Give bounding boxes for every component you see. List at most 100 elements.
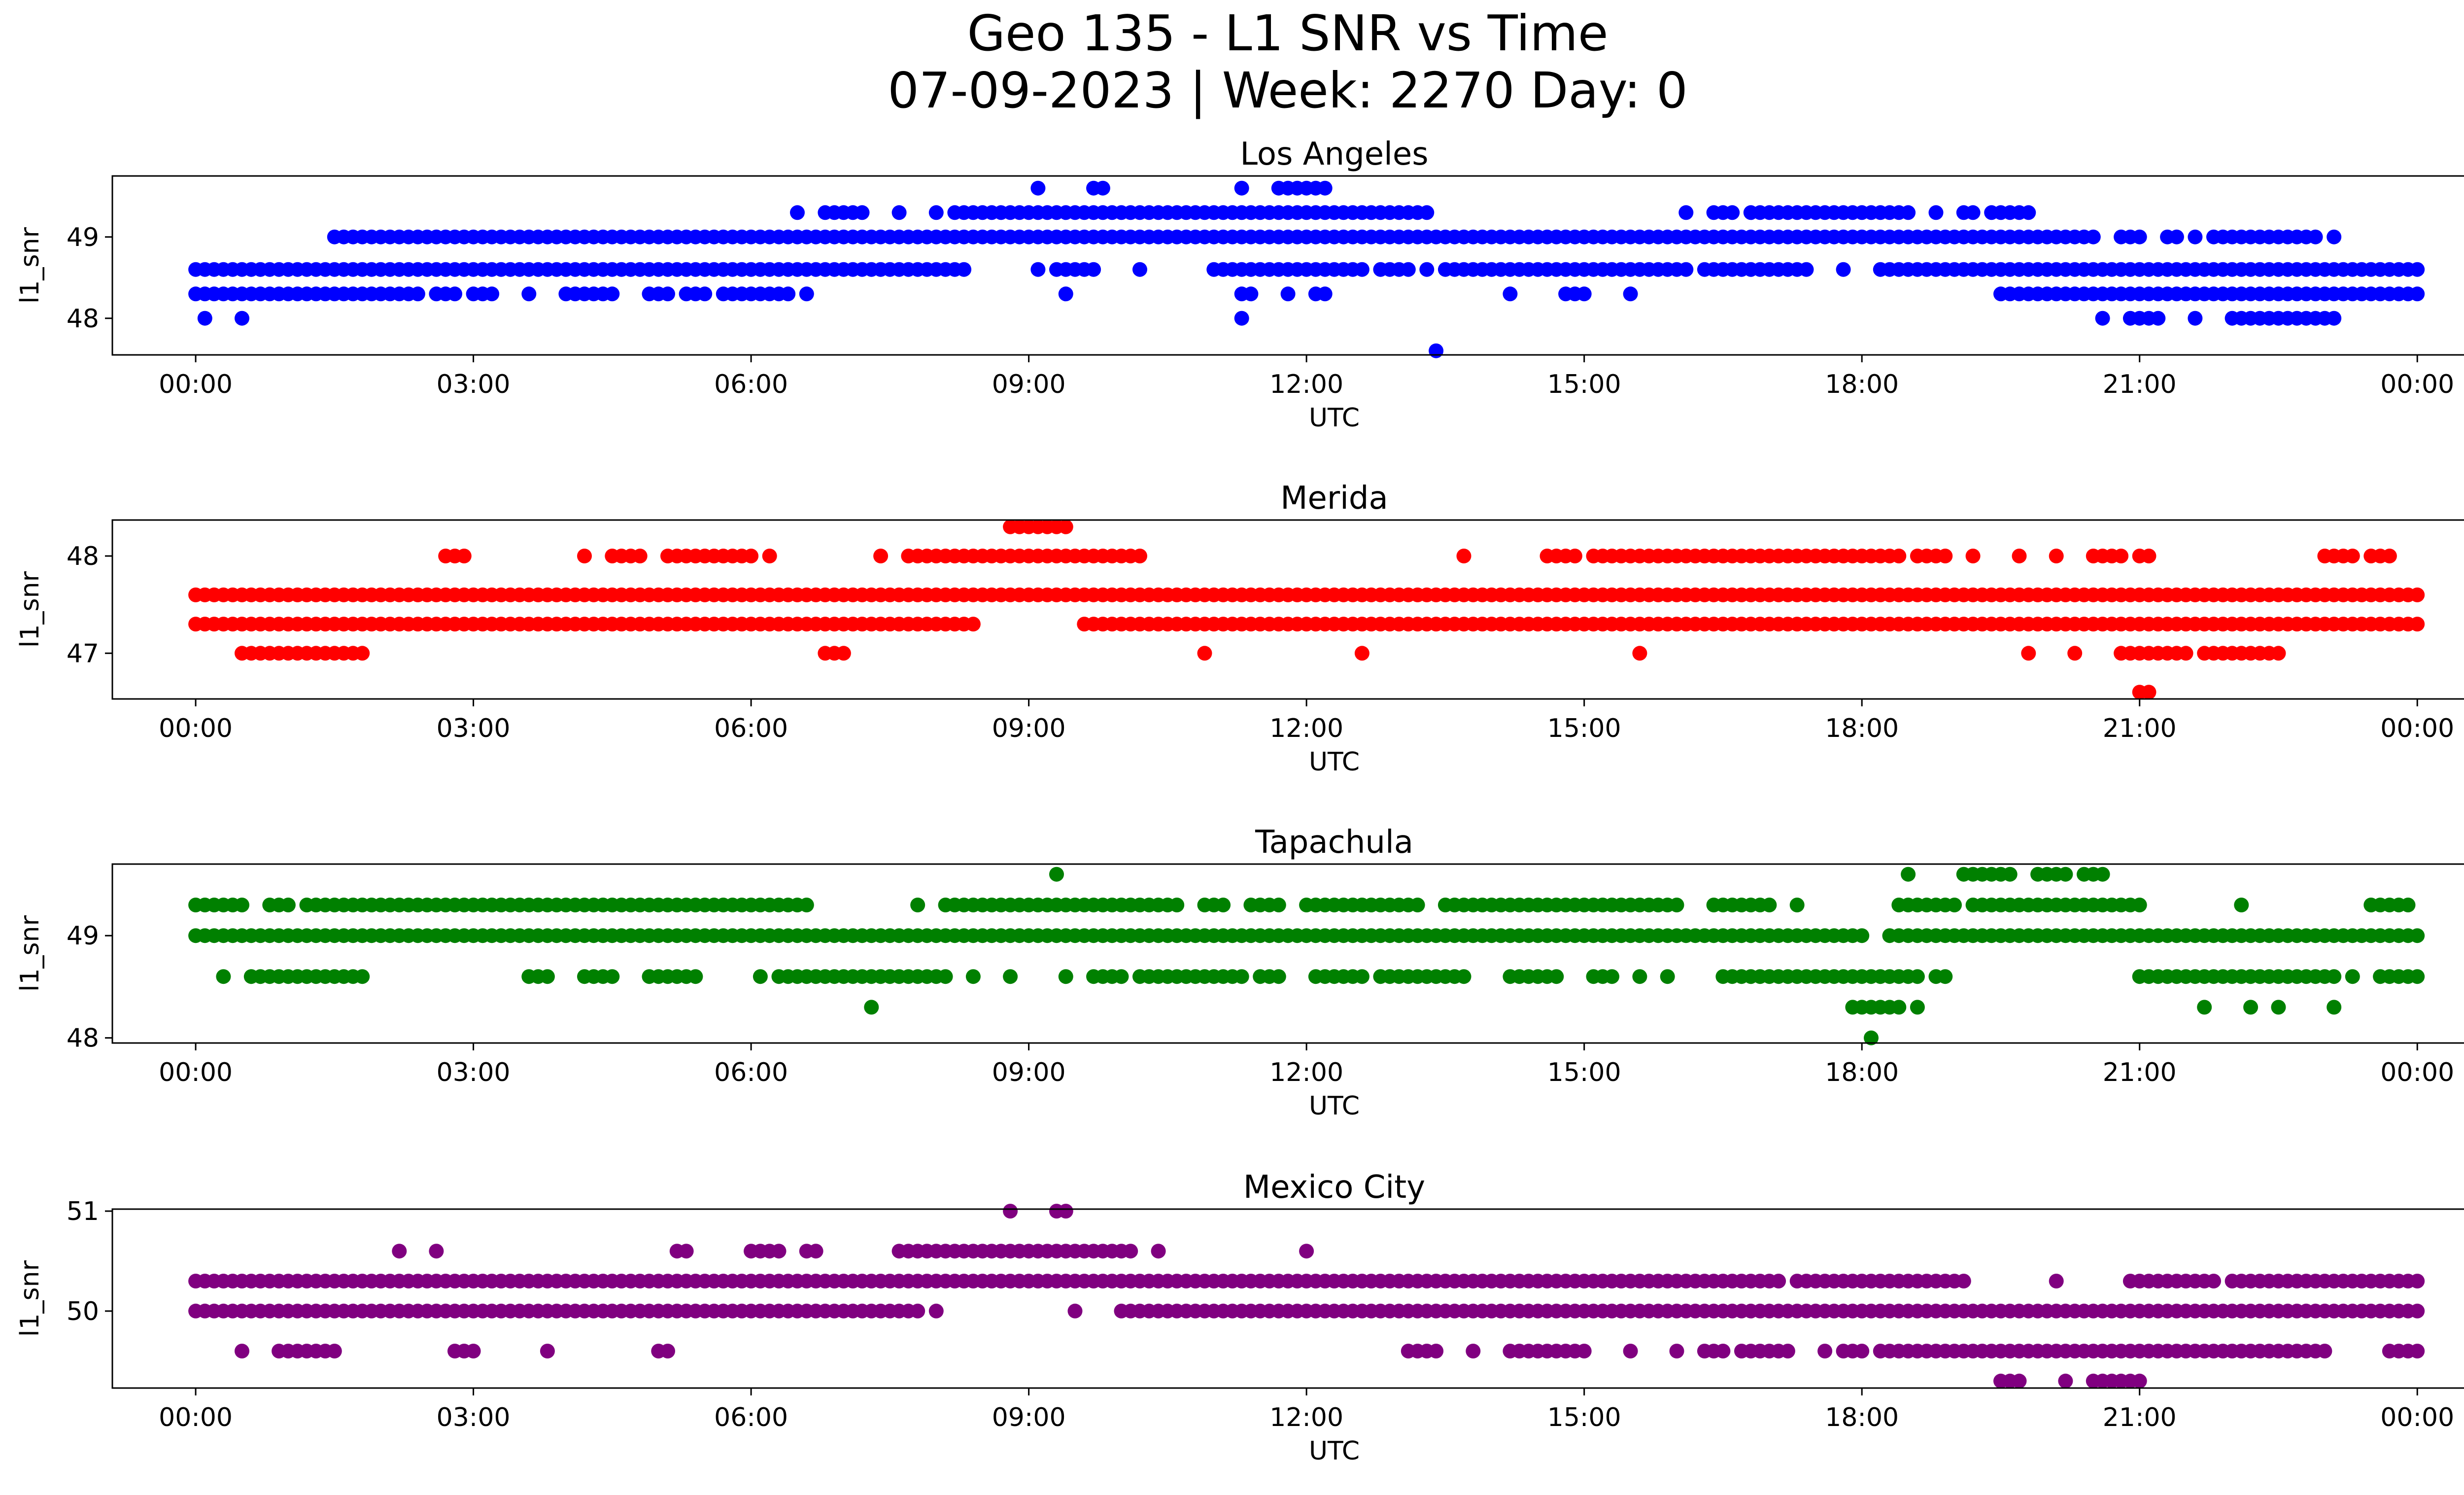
data-point xyxy=(1762,898,1777,912)
data-point xyxy=(197,311,212,326)
subplot-mexico-city: Mexico City 00:00 03:00 06:00 09:00 12:00 15:0… xyxy=(15,1169,2464,1466)
data-point xyxy=(1271,969,1286,984)
data-point xyxy=(577,549,592,563)
data-point xyxy=(688,969,703,984)
axes-frame xyxy=(111,863,2464,1044)
axes-frame xyxy=(111,519,2464,700)
data-point xyxy=(799,286,814,302)
data-point xyxy=(1429,343,1444,358)
data-point xyxy=(910,1303,925,1319)
x-tick-label: 21:00 xyxy=(2103,1403,2177,1432)
data-point xyxy=(1456,969,1472,984)
data-point xyxy=(2317,1344,2332,1358)
y-tick-label: 50 xyxy=(67,1297,99,1326)
x-tick-label: 03:00 xyxy=(437,1403,511,1432)
data-point xyxy=(1086,262,1101,277)
data-point xyxy=(1030,262,1046,277)
x-tick-label: 03:00 xyxy=(437,1058,511,1087)
data-point xyxy=(1058,519,1073,534)
axes-frame xyxy=(111,1208,2464,1389)
data-point xyxy=(1280,286,1296,302)
data-point xyxy=(2002,867,2018,882)
data-point xyxy=(1466,1344,1481,1358)
data-point xyxy=(2271,1000,2286,1015)
data-point xyxy=(1354,969,1369,984)
x-tick-label: 00:00 xyxy=(159,370,233,399)
x-tick-label: 06:00 xyxy=(714,1403,788,1432)
data-point xyxy=(1058,969,1073,984)
data-point xyxy=(1354,646,1369,661)
x-tick-label: 03:00 xyxy=(437,714,511,743)
data-point xyxy=(873,549,889,563)
data-points xyxy=(188,180,2425,358)
data-point xyxy=(1669,898,1684,912)
data-point xyxy=(2345,969,2360,984)
x-tick-label: 00:00 xyxy=(159,1058,233,1087)
data-point xyxy=(2197,1000,2212,1015)
data-point xyxy=(855,205,870,220)
data-point xyxy=(355,969,370,984)
data-point xyxy=(235,898,249,912)
data-point xyxy=(2049,1274,2064,1288)
x-tick-label: 06:00 xyxy=(714,1058,788,1087)
data-point xyxy=(965,969,981,984)
axes-frame xyxy=(111,175,2464,356)
data-point xyxy=(327,1344,342,1358)
data-point xyxy=(1419,262,1435,277)
data-point xyxy=(2169,229,2184,244)
data-point xyxy=(1549,969,1564,984)
data-point xyxy=(1151,1244,1166,1259)
data-point xyxy=(2410,1303,2425,1319)
x-tick-label: 18:00 xyxy=(1825,714,1899,743)
data-point xyxy=(2067,646,2083,661)
data-point xyxy=(1910,1000,1925,1015)
data-point xyxy=(2234,898,2249,912)
subplot-tapachula: Tapachula 00:00 03:00 06:00 09:00 12:00 15:00 1… xyxy=(15,824,2464,1121)
y-tick-label: 49 xyxy=(67,921,99,951)
data-point xyxy=(2410,928,2425,943)
data-point xyxy=(781,286,796,302)
data-point xyxy=(1901,867,1916,882)
data-point xyxy=(1660,969,1675,984)
data-point xyxy=(1780,1344,1795,1358)
x-tick-label: 15:00 xyxy=(1547,714,1621,743)
data-point xyxy=(808,1244,823,1259)
x-tick-label: 00:00 xyxy=(2380,1058,2454,1087)
data-point xyxy=(2132,229,2147,244)
data-point xyxy=(753,969,768,984)
data-point xyxy=(2382,549,2397,563)
data-point xyxy=(1956,1274,1971,1288)
data-point xyxy=(1789,898,1805,912)
x-tick-label: 12:00 xyxy=(1269,370,1343,399)
data-point xyxy=(2151,311,2166,326)
data-point xyxy=(216,969,231,984)
data-point xyxy=(2410,1274,2425,1288)
data-point xyxy=(1503,286,1518,302)
x-tick-label: 15:00 xyxy=(1547,1058,1621,1087)
data-point xyxy=(1854,928,1870,943)
data-point xyxy=(1576,1344,1592,1358)
data-point xyxy=(1965,205,1981,220)
data-point xyxy=(1234,969,1249,984)
x-tick-label: 18:00 xyxy=(1825,1058,1899,1087)
data-point xyxy=(2012,549,2027,563)
data-point xyxy=(1003,1204,1018,1219)
x-tick-label: 09:00 xyxy=(992,714,1066,743)
x-tick-label: 15:00 xyxy=(1547,1403,1621,1432)
data-point xyxy=(1030,180,1046,196)
data-point xyxy=(235,311,249,326)
data-point xyxy=(355,646,370,661)
x-tick-label: 00:00 xyxy=(159,714,233,743)
data-point xyxy=(1197,646,1212,661)
x-tick-label: 15:00 xyxy=(1547,370,1621,399)
data-point xyxy=(2132,898,2147,912)
data-point xyxy=(447,286,462,302)
data-point xyxy=(1243,286,1259,302)
data-point xyxy=(1299,1244,1314,1259)
x-axis-label: UTC xyxy=(1309,403,1360,433)
data-point xyxy=(235,1344,249,1358)
data-point xyxy=(521,286,537,302)
y-tick-label: 51 xyxy=(67,1197,99,1226)
data-point xyxy=(1836,262,1851,277)
